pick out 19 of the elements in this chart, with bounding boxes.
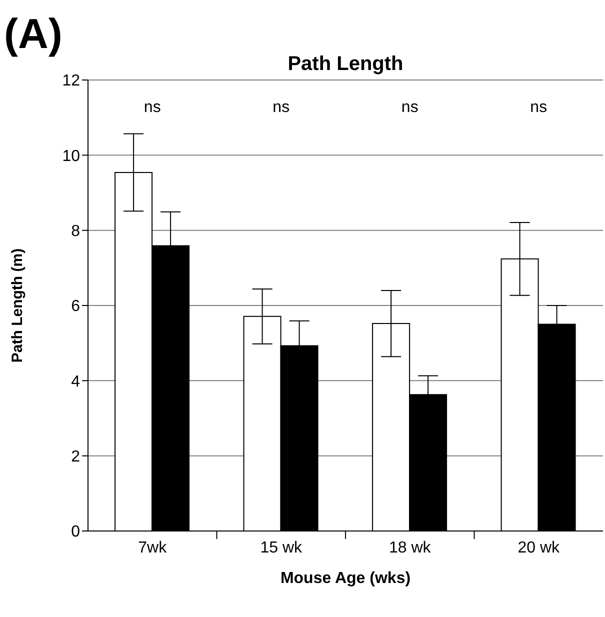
y-tick-label: 2 (71, 448, 80, 466)
annotation: ns (272, 99, 290, 116)
x-tick-label: 15 wk (260, 539, 304, 556)
y-tick-label: 0 (71, 524, 80, 541)
annotation: ns (401, 99, 418, 116)
y-axis-title: Path Length (m) (9, 248, 26, 363)
chart-title: Path Length (288, 53, 404, 75)
x-axis-title: Mouse Age (wks) (280, 570, 411, 587)
x-tick-label: 7wk (138, 539, 168, 556)
annotation: ns (144, 99, 161, 116)
y-tick-label: 4 (71, 373, 80, 390)
text: (A) (4, 10, 62, 57)
y-tick-label: 10 (62, 148, 80, 165)
x-tick-label: 20 wk (518, 539, 561, 556)
y-tick-label: 8 (71, 223, 80, 240)
annotation: ns (530, 99, 548, 116)
x-tick-label: 18 wk (388, 539, 432, 556)
y-tick-label: 12 (62, 72, 80, 90)
y-tick-label: 6 (71, 298, 80, 316)
